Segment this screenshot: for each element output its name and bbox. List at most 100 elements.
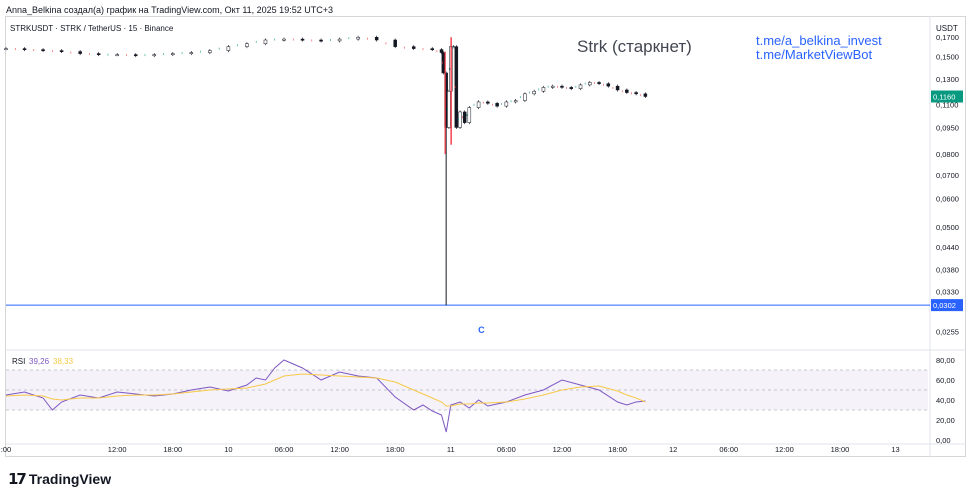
price-tick-label: 0,1500 [936,53,959,62]
low-price-label: 0,0302 [933,301,956,310]
time-tick-label: 13 [891,445,899,454]
telegram-link[interactable]: t.me/a_belkina_invest [756,33,882,48]
time-tick-label: 10 [224,445,232,454]
price-tick-label: 0,0500 [936,223,959,232]
rsi-tick-label: 60,00 [936,376,955,385]
candle-body [337,38,342,42]
price-tick-label: 0,0440 [936,243,959,252]
candle-body [263,39,268,45]
candle-body [356,36,360,40]
chart-frame [5,16,966,457]
symbol-label: STRKUSDT · STRK / TetherUS · 15 · Binanc… [10,24,174,33]
candle-body [541,87,546,92]
rsi-label: RSI [12,357,25,366]
time-tick-label: 11 [447,445,455,454]
time-tick-label: 12 [669,445,677,454]
rsi-value: 39,26 [29,357,50,366]
time-tick-label: 12:00 [330,445,349,454]
candle-body [560,85,564,88]
price-tick-label: 0,0380 [936,265,959,274]
rsi-ma-value: 38,33 [53,357,74,366]
time-tick-label: 18:00 [831,445,850,454]
price-tick-label: 0,1100 [936,101,958,110]
candle-body [588,82,592,86]
candle-body [486,101,490,104]
rsi-tick-label: 0,00 [936,436,951,445]
time-tick-label: 06:00 [497,445,516,454]
candle-body [569,87,573,89]
time-tick-label: 18:00 [386,445,405,454]
telegram-link[interactable]: t.me/MarketViewBot [756,47,872,62]
time-tick-label: 06:00 [275,445,294,454]
rsi-tick-label: 40,00 [936,396,955,405]
last-price-label: 0,1160 [933,92,955,101]
candle-body [133,54,138,57]
candle-body [550,85,555,88]
price-tick-label: 0,0950 [936,123,959,132]
time-tick-label: 06:00 [719,445,738,454]
annotation-title: Strk (старкнет) [577,37,692,56]
candle-body [430,48,435,51]
rsi-ma-line [5,373,646,407]
time-tick-label: 18:00 [608,445,627,454]
chart-caption: Anna_Belkina создал(а) график на Trading… [6,5,333,15]
candle-body [513,100,518,103]
candle-body [393,39,397,47]
candle-body [462,111,467,123]
candle-body [597,82,601,84]
tradingview-logo[interactable]: 17 TradingView [8,470,111,488]
candle-body [300,38,305,41]
rsi-tick-label: 80,00 [936,356,955,365]
candle-body [625,89,629,93]
candle-body [606,83,611,87]
time-tick-label: 18:00 [163,445,182,454]
rsi-tick-label: 20,00 [936,416,955,425]
candle-body [643,93,648,97]
candle-body [439,49,444,53]
price-tick-label: 0,0800 [936,150,959,159]
candle-body [476,101,481,108]
candle-body [282,38,286,41]
low-price-badge [931,299,963,312]
time-tick-label: 12:00 [775,445,794,454]
candle-body [374,36,379,41]
time-tick-label: 12:00 [108,445,127,454]
tradingview-logo-icon: 17 [8,470,27,488]
time-tick-label: :00 [1,445,11,454]
candle-body [41,49,45,52]
candle-body [208,50,212,53]
candle-body [454,46,459,128]
time-tick-label: 12:00 [553,445,572,454]
last-price-badge [931,90,963,103]
candle-body [495,103,499,107]
candle-body [4,48,8,51]
rsi-line [5,359,646,433]
price-tick-label: 0,1700 [936,33,959,42]
candle-body [189,52,194,55]
price-tick-label: 0,0255 [936,327,959,336]
candle-body [447,90,451,128]
candle-body [411,46,416,49]
candle-body [458,111,462,128]
candle-body [96,53,101,56]
candle-body [171,53,175,56]
price-tick-label: 0,0600 [936,195,959,204]
price-tick-label: 0,1300 [936,75,959,84]
candle-body [59,50,64,53]
candle-body [523,93,527,101]
candle-body [319,39,323,42]
price-tick-label: 0,0330 [936,287,959,296]
candle-body [152,54,157,57]
event-marker: C [478,325,485,335]
candle-body [578,84,583,89]
tradingview-logo-text: TradingView [28,471,112,487]
price-tick-label: 0,0700 [936,171,959,180]
candle-body [504,101,509,107]
candle-body [22,48,27,51]
candle-body [245,43,249,47]
candle-body [78,51,82,54]
candle-body [467,107,472,123]
candle-body [634,92,638,95]
candle-body [115,54,119,57]
